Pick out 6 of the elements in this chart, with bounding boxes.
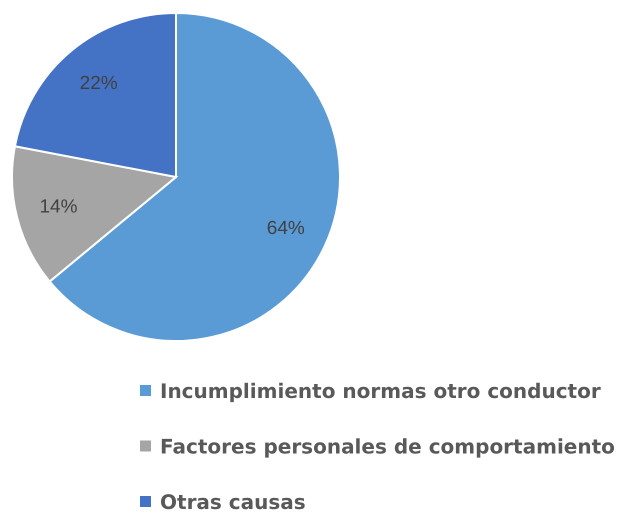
legend-label: Factores personales de comportamiento [160, 434, 615, 458]
legend-label: Otras causas [160, 490, 306, 514]
data-label: 64% [266, 218, 305, 240]
legend-label: Incumplimiento normas otro conductor [160, 379, 601, 403]
data-label: 22% [80, 72, 118, 94]
data-label: 14% [39, 196, 78, 218]
